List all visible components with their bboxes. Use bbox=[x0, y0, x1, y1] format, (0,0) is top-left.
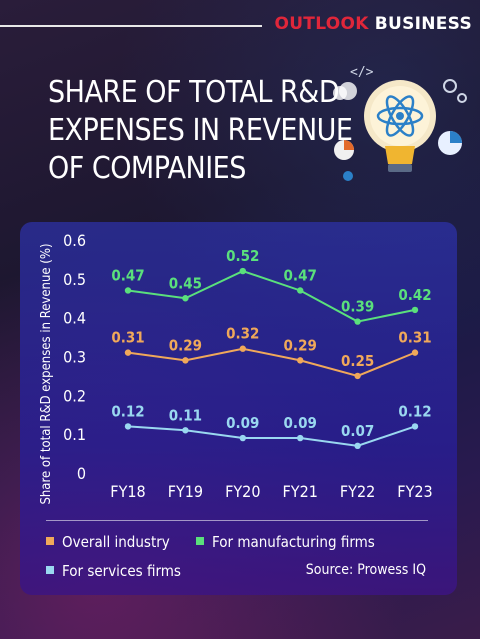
y-tick-label: 0.4 bbox=[63, 309, 86, 328]
data-point-services bbox=[124, 423, 132, 430]
gear-icon bbox=[443, 79, 457, 93]
x-tick-label: FY21 bbox=[283, 482, 318, 501]
y-tick-label: 0.6 bbox=[63, 231, 86, 250]
data-label-overall: 0.32 bbox=[226, 325, 259, 343]
y-tick-label: 0.2 bbox=[63, 386, 86, 405]
data-label-manufacturing: 0.47 bbox=[111, 266, 144, 284]
data-label-overall: 0.31 bbox=[111, 329, 144, 347]
data-point-manufacturing bbox=[239, 267, 246, 275]
page-title: SHARE OF TOTAL R&D EXPENSES IN REVENUE O… bbox=[48, 74, 353, 188]
series-line-manufacturing bbox=[127, 269, 416, 323]
brand-part-business: BUSINESS bbox=[374, 14, 472, 34]
brand-logo: OUTLOOK BUSINESS bbox=[274, 14, 472, 34]
legend-item-services: For services firms bbox=[46, 562, 181, 580]
title-line-1: SHARE OF TOTAL R&D bbox=[48, 75, 340, 110]
data-label-overall: 0.25 bbox=[341, 352, 374, 370]
data-label-services: 0.11 bbox=[169, 406, 202, 424]
data-label-manufacturing: 0.47 bbox=[284, 266, 317, 284]
data-label-overall: 0.29 bbox=[284, 336, 317, 354]
code-icon: </> bbox=[350, 65, 374, 80]
y-axis-label: Share of total R&D expenses in Revenue (… bbox=[39, 243, 54, 504]
lightbulb-atom-illustration: </> bbox=[333, 65, 467, 181]
legend-label-manufacturing: For manufacturing firms bbox=[212, 533, 375, 551]
data-point-overall bbox=[411, 349, 419, 356]
data-label-manufacturing: 0.52 bbox=[226, 247, 259, 265]
data-point-services bbox=[182, 427, 189, 434]
y-tick-label: 0 bbox=[77, 464, 86, 483]
x-tick-label: FY22 bbox=[340, 482, 375, 501]
x-tick-label: FY20 bbox=[225, 482, 260, 501]
data-label-services: 0.07 bbox=[341, 422, 374, 440]
brand-divider bbox=[0, 25, 262, 27]
data-label-services: 0.09 bbox=[284, 414, 317, 432]
brand-part-outlook: OUTLOOK bbox=[274, 14, 369, 34]
legend-divider bbox=[46, 520, 428, 521]
data-point-manufacturing bbox=[411, 306, 419, 314]
data-point-overall bbox=[354, 372, 361, 380]
data-point-manufacturing bbox=[124, 287, 132, 294]
data-point-services bbox=[239, 434, 246, 442]
data-point-manufacturing bbox=[182, 295, 189, 302]
legend-label-overall: Overall industry bbox=[62, 533, 170, 551]
source-note: Source: Prowess IQ bbox=[305, 562, 426, 578]
data-label-services: 0.09 bbox=[226, 414, 259, 432]
data-point-services bbox=[354, 442, 361, 450]
title-line-2: EXPENSES IN REVENUE bbox=[48, 113, 353, 148]
chart-panel bbox=[20, 222, 457, 595]
x-tick-label: FY18 bbox=[110, 482, 145, 501]
y-tick-label: 0.1 bbox=[63, 425, 86, 444]
series-line-overall bbox=[127, 347, 416, 377]
data-point-overall bbox=[182, 357, 189, 364]
legend-swatch-manufacturing bbox=[196, 536, 204, 545]
data-label-manufacturing: 0.39 bbox=[341, 298, 374, 316]
x-tick-label: FY19 bbox=[168, 482, 203, 501]
legend-swatch-overall bbox=[46, 536, 54, 545]
legend-item-overall: Overall industry bbox=[46, 533, 170, 551]
data-point-services bbox=[297, 434, 304, 442]
legend-item-manufacturing: For manufacturing firms bbox=[196, 533, 375, 551]
y-tick-label: 0.3 bbox=[63, 348, 86, 367]
data-label-overall: 0.29 bbox=[169, 336, 202, 354]
legend-swatch-services bbox=[46, 565, 54, 574]
data-label-overall: 0.31 bbox=[398, 329, 431, 347]
data-label-services: 0.12 bbox=[398, 402, 431, 420]
data-point-services bbox=[411, 423, 419, 430]
data-label-manufacturing: 0.42 bbox=[398, 286, 431, 304]
data-point-manufacturing bbox=[297, 287, 304, 294]
data-point-manufacturing bbox=[354, 318, 361, 325]
y-tick-label: 0.5 bbox=[63, 270, 86, 289]
data-label-services: 0.12 bbox=[111, 402, 144, 420]
series-line-services bbox=[127, 425, 416, 447]
data-point-overall bbox=[124, 349, 132, 356]
atom-icon bbox=[376, 106, 424, 126]
data-point-overall bbox=[239, 345, 246, 352]
x-tick-label: FY23 bbox=[397, 482, 432, 501]
title-line-3: OF COMPANIES bbox=[48, 151, 246, 186]
data-point-overall bbox=[297, 357, 304, 364]
legend-label-services: For services firms bbox=[62, 562, 181, 580]
data-label-manufacturing: 0.45 bbox=[169, 274, 202, 292]
